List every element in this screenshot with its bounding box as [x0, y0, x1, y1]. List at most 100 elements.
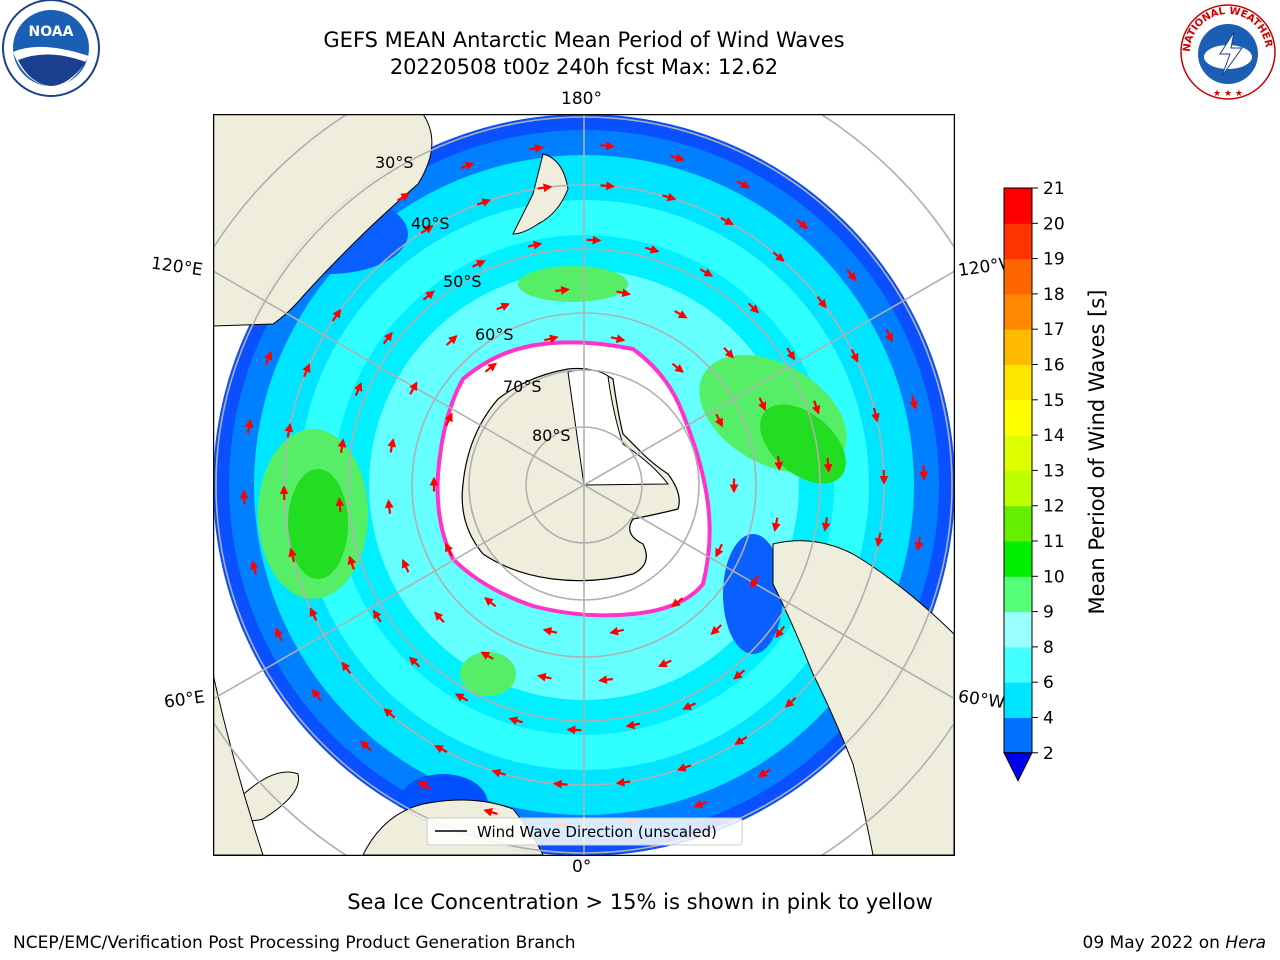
wind-wave-arrow	[284, 422, 294, 438]
wind-wave-arrow	[871, 407, 880, 423]
wind-wave-arrow	[484, 362, 497, 373]
wind-wave-arrow	[823, 458, 833, 473]
wind-wave-arrow	[555, 285, 570, 295]
wind-wave-arrow	[384, 499, 394, 514]
wind-wave-arrow	[699, 268, 714, 277]
wind-wave-arrow	[401, 558, 410, 573]
wind-wave-arrow	[884, 328, 893, 343]
wind-wave-arrow	[250, 560, 259, 575]
wind-wave-arrow	[544, 334, 559, 344]
wind-wave-arrow	[275, 627, 284, 642]
colorbar-tick-label: 2	[1043, 744, 1054, 764]
lon-label-120e: 120°E	[149, 253, 204, 281]
wind-wave-arrow	[472, 260, 486, 269]
footer-host: Hera	[1225, 933, 1266, 953]
sea-ice-note: Sea Ice Concentration > 15% is shown in …	[347, 890, 933, 914]
colorbar-segment	[1004, 646, 1032, 683]
wind-wave-arrow	[625, 720, 641, 730]
colorbar-tick-label: 8	[1043, 638, 1054, 658]
colorbar-segment	[1004, 329, 1032, 365]
wind-wave-arrow	[850, 348, 859, 363]
colorbar-tick-label: 21	[1043, 180, 1065, 199]
wind-wave-arrow	[359, 740, 372, 752]
wind-wave-arrow	[733, 669, 746, 680]
wind-wave-arrow	[671, 597, 684, 608]
wind-wave-arrow	[480, 651, 494, 660]
wind-wave-arrow	[919, 465, 929, 481]
wind-wave-arrow	[331, 308, 342, 322]
wind-wave-arrow	[786, 347, 796, 361]
wind-wave-arrow	[483, 808, 498, 817]
wind-wave-arrow	[337, 438, 347, 453]
colorbar: 2 4 6 8 9 10 11 12 13 14 15 16 17 18 19 20 21 Mean Perio…	[1003, 180, 1109, 782]
lat-label-50s: 50°S	[443, 272, 482, 291]
wind-wave-arrow	[537, 183, 553, 193]
map-title: GEFS MEAN Antarctic Mean Period of Wind …	[323, 28, 845, 52]
lat-label-60s: 60°S	[475, 325, 514, 344]
wind-wave-arrow	[536, 672, 552, 682]
wind-wave-arrow	[529, 144, 544, 153]
wind-wave-arrow	[434, 744, 448, 754]
colorbar-tick-label: 17	[1043, 320, 1065, 340]
colorbar-segment	[1004, 364, 1032, 401]
lat-label-70s: 70°S	[503, 377, 542, 396]
lon-label-180: 180°	[561, 89, 602, 109]
wind-wave-arrow	[736, 180, 751, 189]
wind-wave-arrow	[508, 716, 524, 725]
wind-wave-arrow	[566, 725, 582, 735]
noaa-logo-text: NOAA	[29, 24, 74, 40]
wind-wave-arrow	[372, 609, 382, 623]
colorbar-segment	[1004, 223, 1032, 260]
colorbar-tick-label: 14	[1043, 426, 1065, 446]
wind-wave-arrow	[476, 198, 492, 207]
colorbar-tick-label: 9	[1043, 603, 1054, 623]
wind-wave-arrow	[771, 517, 781, 533]
wind-wave-arrow	[422, 290, 435, 301]
wind-wave-arrow	[598, 675, 613, 685]
colorbar-tick-label: 12	[1043, 497, 1065, 517]
footer-credit: NCEP/EMC/Verification Post Processing Pr…	[13, 933, 576, 953]
colorbar-tick-label: 4	[1043, 709, 1054, 729]
noaa-logo: NOAA	[2, 0, 100, 97]
wind-wave-arrow	[670, 153, 685, 162]
colorbar-segment	[1004, 505, 1032, 542]
lon-label-60e: 60°E	[162, 687, 207, 713]
wind-wave-arrow	[747, 302, 760, 314]
colorbar-segment	[1004, 293, 1032, 330]
wind-wave-arrow	[662, 192, 677, 202]
wind-wave-arrow	[311, 688, 322, 701]
wind-wave-arrow	[341, 661, 352, 674]
colorbar-tick-label: 15	[1043, 391, 1065, 411]
polar-map: 30°S 40°S 50°S 60°S 70°S 80°S Wind Wave …	[213, 114, 955, 856]
wind-wave-arrow	[264, 350, 273, 366]
wind-wave-arrow	[693, 799, 708, 809]
wind-wave-arrow	[674, 310, 688, 319]
svg-text:★ ★ ★: ★ ★ ★	[1213, 89, 1243, 99]
colorbar-segment	[1004, 682, 1032, 718]
wind-wave-arrow	[615, 777, 631, 787]
wind-wave-arrow	[396, 192, 410, 202]
wind-wave-arrow	[586, 235, 602, 245]
wind-wave-arrow	[616, 288, 632, 298]
colorbar-segment	[1004, 188, 1032, 224]
footer-date-text: 09 May 2022 on	[1082, 933, 1226, 953]
colorbar-segment	[1004, 576, 1032, 613]
wind-wave-arrow	[409, 381, 418, 395]
wind-wave-arrow	[484, 597, 497, 608]
wind-wave-arrow	[874, 532, 884, 548]
antarctica-land	[461, 367, 680, 582]
colorbar-tick-label: 20	[1043, 214, 1065, 234]
wind-wave-arrow	[354, 381, 363, 397]
lat-label-30s: 30°S	[375, 153, 414, 172]
wind-wave-arrow	[382, 331, 393, 345]
map-legend: Wind Wave Direction (unscaled)	[426, 817, 743, 846]
wind-wave-arrow	[715, 543, 724, 558]
colorbar-segment	[1004, 258, 1032, 295]
colorbar-tick-label: 18	[1043, 285, 1065, 305]
wind-wave-arrow	[491, 768, 506, 778]
colorbar-segment	[1004, 435, 1032, 471]
colorbar-segment	[1004, 611, 1032, 648]
wind-wave-arrow	[434, 611, 445, 624]
wind-wave-arrow	[750, 575, 759, 589]
lat-label-40s: 40°S	[411, 214, 450, 233]
